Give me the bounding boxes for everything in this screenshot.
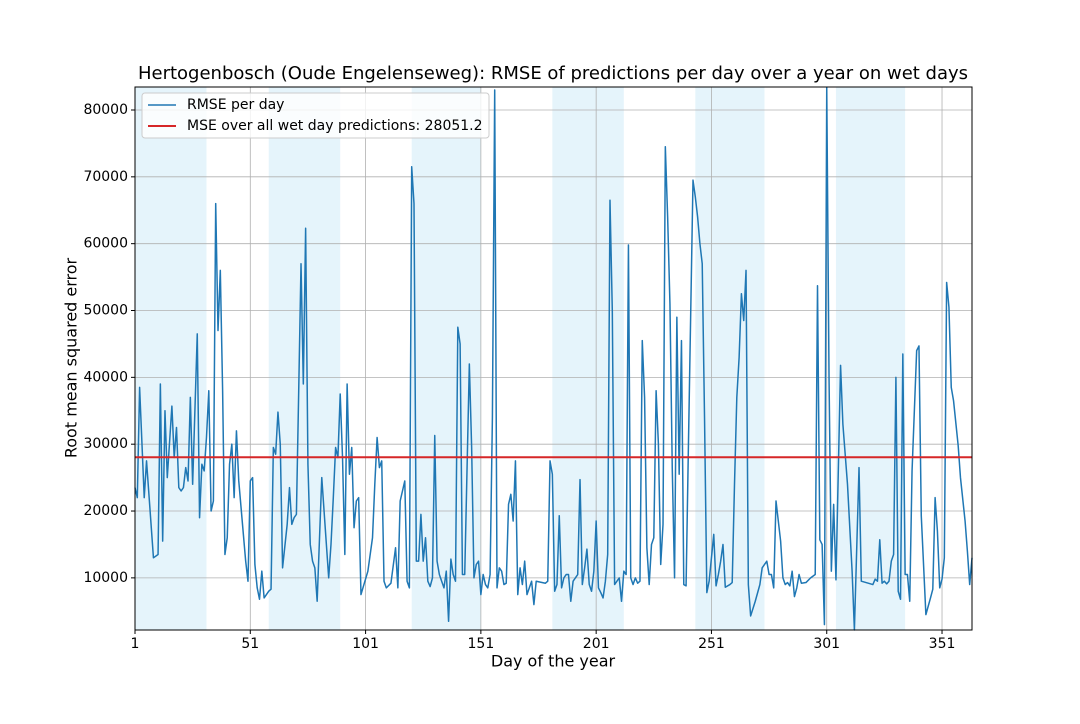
x-axis-label: Day of the year xyxy=(491,652,616,671)
x-tick-label: 251 xyxy=(698,636,725,652)
x-tick-label: 201 xyxy=(583,636,610,652)
legend-label: MSE over all wet day predictions: 28051.… xyxy=(187,118,483,134)
y-tick-label: 70000 xyxy=(83,169,128,185)
y-tick-label: 30000 xyxy=(83,436,128,452)
legend-label: RMSE per day xyxy=(187,97,284,113)
y-tick-label: 10000 xyxy=(83,570,128,586)
y-tick-label: 20000 xyxy=(83,503,128,519)
shaded-band xyxy=(411,87,481,630)
plot-frame xyxy=(134,86,973,631)
shaded-band xyxy=(835,87,906,630)
x-tick-label: 301 xyxy=(813,636,840,652)
y-axis-label: Root mean squared error xyxy=(62,257,81,458)
legend: RMSE per day MSE over all wet day predict… xyxy=(141,92,490,139)
legend-box xyxy=(141,92,490,139)
x-tick-label: 351 xyxy=(929,636,956,652)
chart-title: Hertogenbosch (Oude Engelenseweg): RMSE … xyxy=(138,63,968,84)
x-tick-label: 1 xyxy=(131,636,140,652)
x-tick-label: 51 xyxy=(241,636,259,652)
shaded-band xyxy=(268,87,341,630)
x-tick-label: 151 xyxy=(468,636,495,652)
data-line xyxy=(134,86,973,631)
shaded-band xyxy=(135,87,207,630)
y-tick-label: 80000 xyxy=(83,102,128,118)
x-tick-label: 101 xyxy=(352,636,379,652)
y-tick-label: 40000 xyxy=(83,369,128,385)
y-tick-label: 60000 xyxy=(83,236,128,252)
y-tick-label: 50000 xyxy=(83,303,128,319)
shaded-band xyxy=(552,87,624,630)
